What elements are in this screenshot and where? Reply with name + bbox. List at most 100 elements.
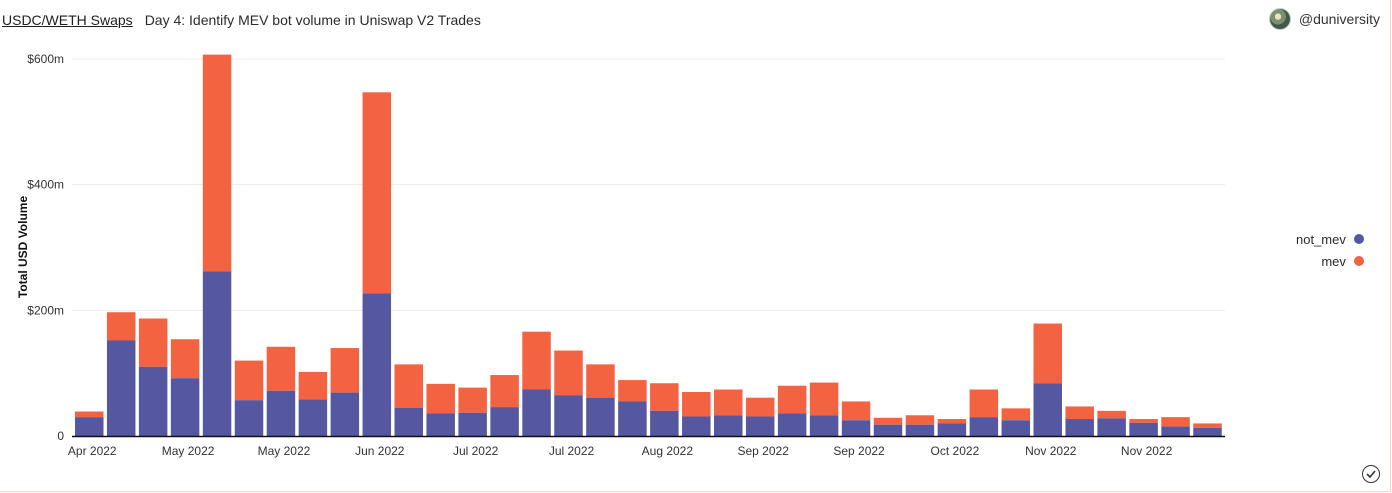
bar-mev: [682, 392, 711, 417]
bar-mev: [873, 417, 903, 425]
bar-not-mev: [650, 410, 679, 436]
bar-mev: [1129, 419, 1158, 423]
bar-not-mev: [106, 340, 136, 436]
bar-mev: [745, 397, 775, 417]
bar-mev: [266, 346, 296, 391]
chart-header: USDC/WETH Swaps Day 4: Identify MEV bot …: [2, 10, 481, 30]
x-tick-label: Jun 2022: [355, 444, 405, 458]
bar-not-mev: [458, 412, 487, 436]
bar-mev: [554, 350, 583, 396]
bar-not-mev: [1001, 420, 1031, 436]
bar-mev: [106, 312, 136, 341]
bar-mev: [650, 383, 679, 411]
y-tick-label: $400m: [27, 178, 64, 192]
bar-not-mev: [75, 417, 104, 436]
bar-mev: [777, 385, 807, 414]
bar-not-mev: [426, 413, 455, 436]
bar-mev: [138, 318, 168, 367]
bar-mev: [905, 415, 935, 425]
check-circle-icon[interactable]: [1362, 465, 1380, 483]
bar-not-mev: [969, 417, 999, 436]
bar-mev: [969, 389, 999, 418]
x-tick-label: May 2022: [258, 444, 311, 458]
bar-not-mev: [490, 407, 519, 436]
visualization-title: Day 4: Identify MEV bot volume in Uniswa…: [144, 12, 481, 28]
bar-mev: [234, 360, 264, 401]
bar-mev: [298, 371, 328, 400]
bar-not-mev: [234, 400, 264, 436]
bar-not-mev: [714, 415, 743, 436]
bar-not-mev: [554, 395, 583, 436]
author-avatar: [1268, 8, 1291, 30]
bar-mev: [1033, 323, 1062, 384]
bar-mev: [1097, 410, 1126, 419]
bar-not-mev: [809, 415, 839, 436]
y-axis-title: Total USD Volume: [16, 196, 30, 299]
x-tick-label: Jul 2022: [453, 444, 499, 458]
bar-not-mev: [170, 378, 200, 436]
x-tick-label: Nov 2022: [1025, 444, 1077, 458]
bar-not-mev: [841, 420, 871, 436]
bar-not-mev: [618, 401, 647, 436]
bar-mev: [618, 380, 647, 402]
bar-not-mev: [266, 390, 296, 436]
bar-not-mev: [777, 413, 807, 436]
x-tick-label: May 2022: [162, 444, 215, 458]
bar-not-mev: [1193, 427, 1222, 436]
bar-not-mev: [905, 424, 935, 436]
y-tick-label: 0: [57, 429, 64, 443]
legend-item-mev[interactable]: mev: [1296, 250, 1364, 272]
bars: [75, 54, 1222, 436]
bar-mev: [330, 348, 360, 393]
legend-swatch: [1353, 256, 1364, 266]
bar-not-mev: [202, 271, 232, 436]
bar-not-mev: [1097, 418, 1126, 436]
x-tick-label: Jul 2022: [549, 444, 595, 458]
bar-mev: [202, 54, 232, 272]
bar-not-mev: [522, 389, 551, 436]
bar-not-mev: [362, 293, 392, 436]
bar-mev: [1065, 406, 1094, 420]
bar-mev: [586, 364, 615, 398]
gridlines: [72, 58, 1225, 311]
legend-item-not-mev[interactable]: not_mev: [1296, 228, 1364, 250]
bar-not-mev: [1161, 426, 1190, 436]
bar-not-mev: [745, 416, 775, 436]
query-title-link[interactable]: USDC/WETH Swaps: [2, 12, 133, 28]
legend-label: mev: [1321, 253, 1346, 269]
axes: 0 $200m $400m $600m Apr 2022 May 2022 May 2022…: [27, 52, 1225, 458]
legend-label: not_mev: [1296, 231, 1346, 247]
bar-not-mev: [394, 407, 423, 436]
bar-not-mev: [298, 399, 328, 436]
bar-mev: [394, 364, 423, 408]
x-tick-label: Apr 2022: [68, 444, 117, 458]
bar-mev: [714, 389, 743, 416]
legend-swatch: [1353, 234, 1364, 244]
bar-not-mev: [937, 423, 967, 436]
x-tick-label: Sep 2022: [833, 444, 885, 458]
bar-mev: [362, 92, 392, 294]
bar-mev: [75, 411, 104, 418]
author-link[interactable]: @duniversity: [1268, 8, 1380, 30]
y-tick-label: $600m: [27, 52, 64, 66]
author-name: @duniversity: [1298, 11, 1380, 27]
bar-not-mev: [682, 416, 711, 436]
bar-not-mev: [138, 366, 168, 436]
bar-mev: [1161, 417, 1190, 427]
y-tick-label: $200m: [27, 303, 64, 317]
bar-mev: [1001, 408, 1031, 421]
bar-mev: [490, 375, 519, 408]
bar-mev: [522, 331, 551, 390]
bar-not-mev: [873, 424, 903, 436]
bar-mev: [937, 419, 967, 424]
x-tick-label: Oct 2022: [931, 444, 980, 458]
bar-not-mev: [1033, 383, 1062, 436]
bar-not-mev: [1065, 419, 1094, 436]
bar-mev: [170, 339, 200, 379]
bar-mev: [458, 387, 487, 413]
bar-not-mev: [586, 397, 615, 436]
bar-not-mev: [1129, 422, 1158, 436]
bar-mev: [1193, 423, 1222, 428]
